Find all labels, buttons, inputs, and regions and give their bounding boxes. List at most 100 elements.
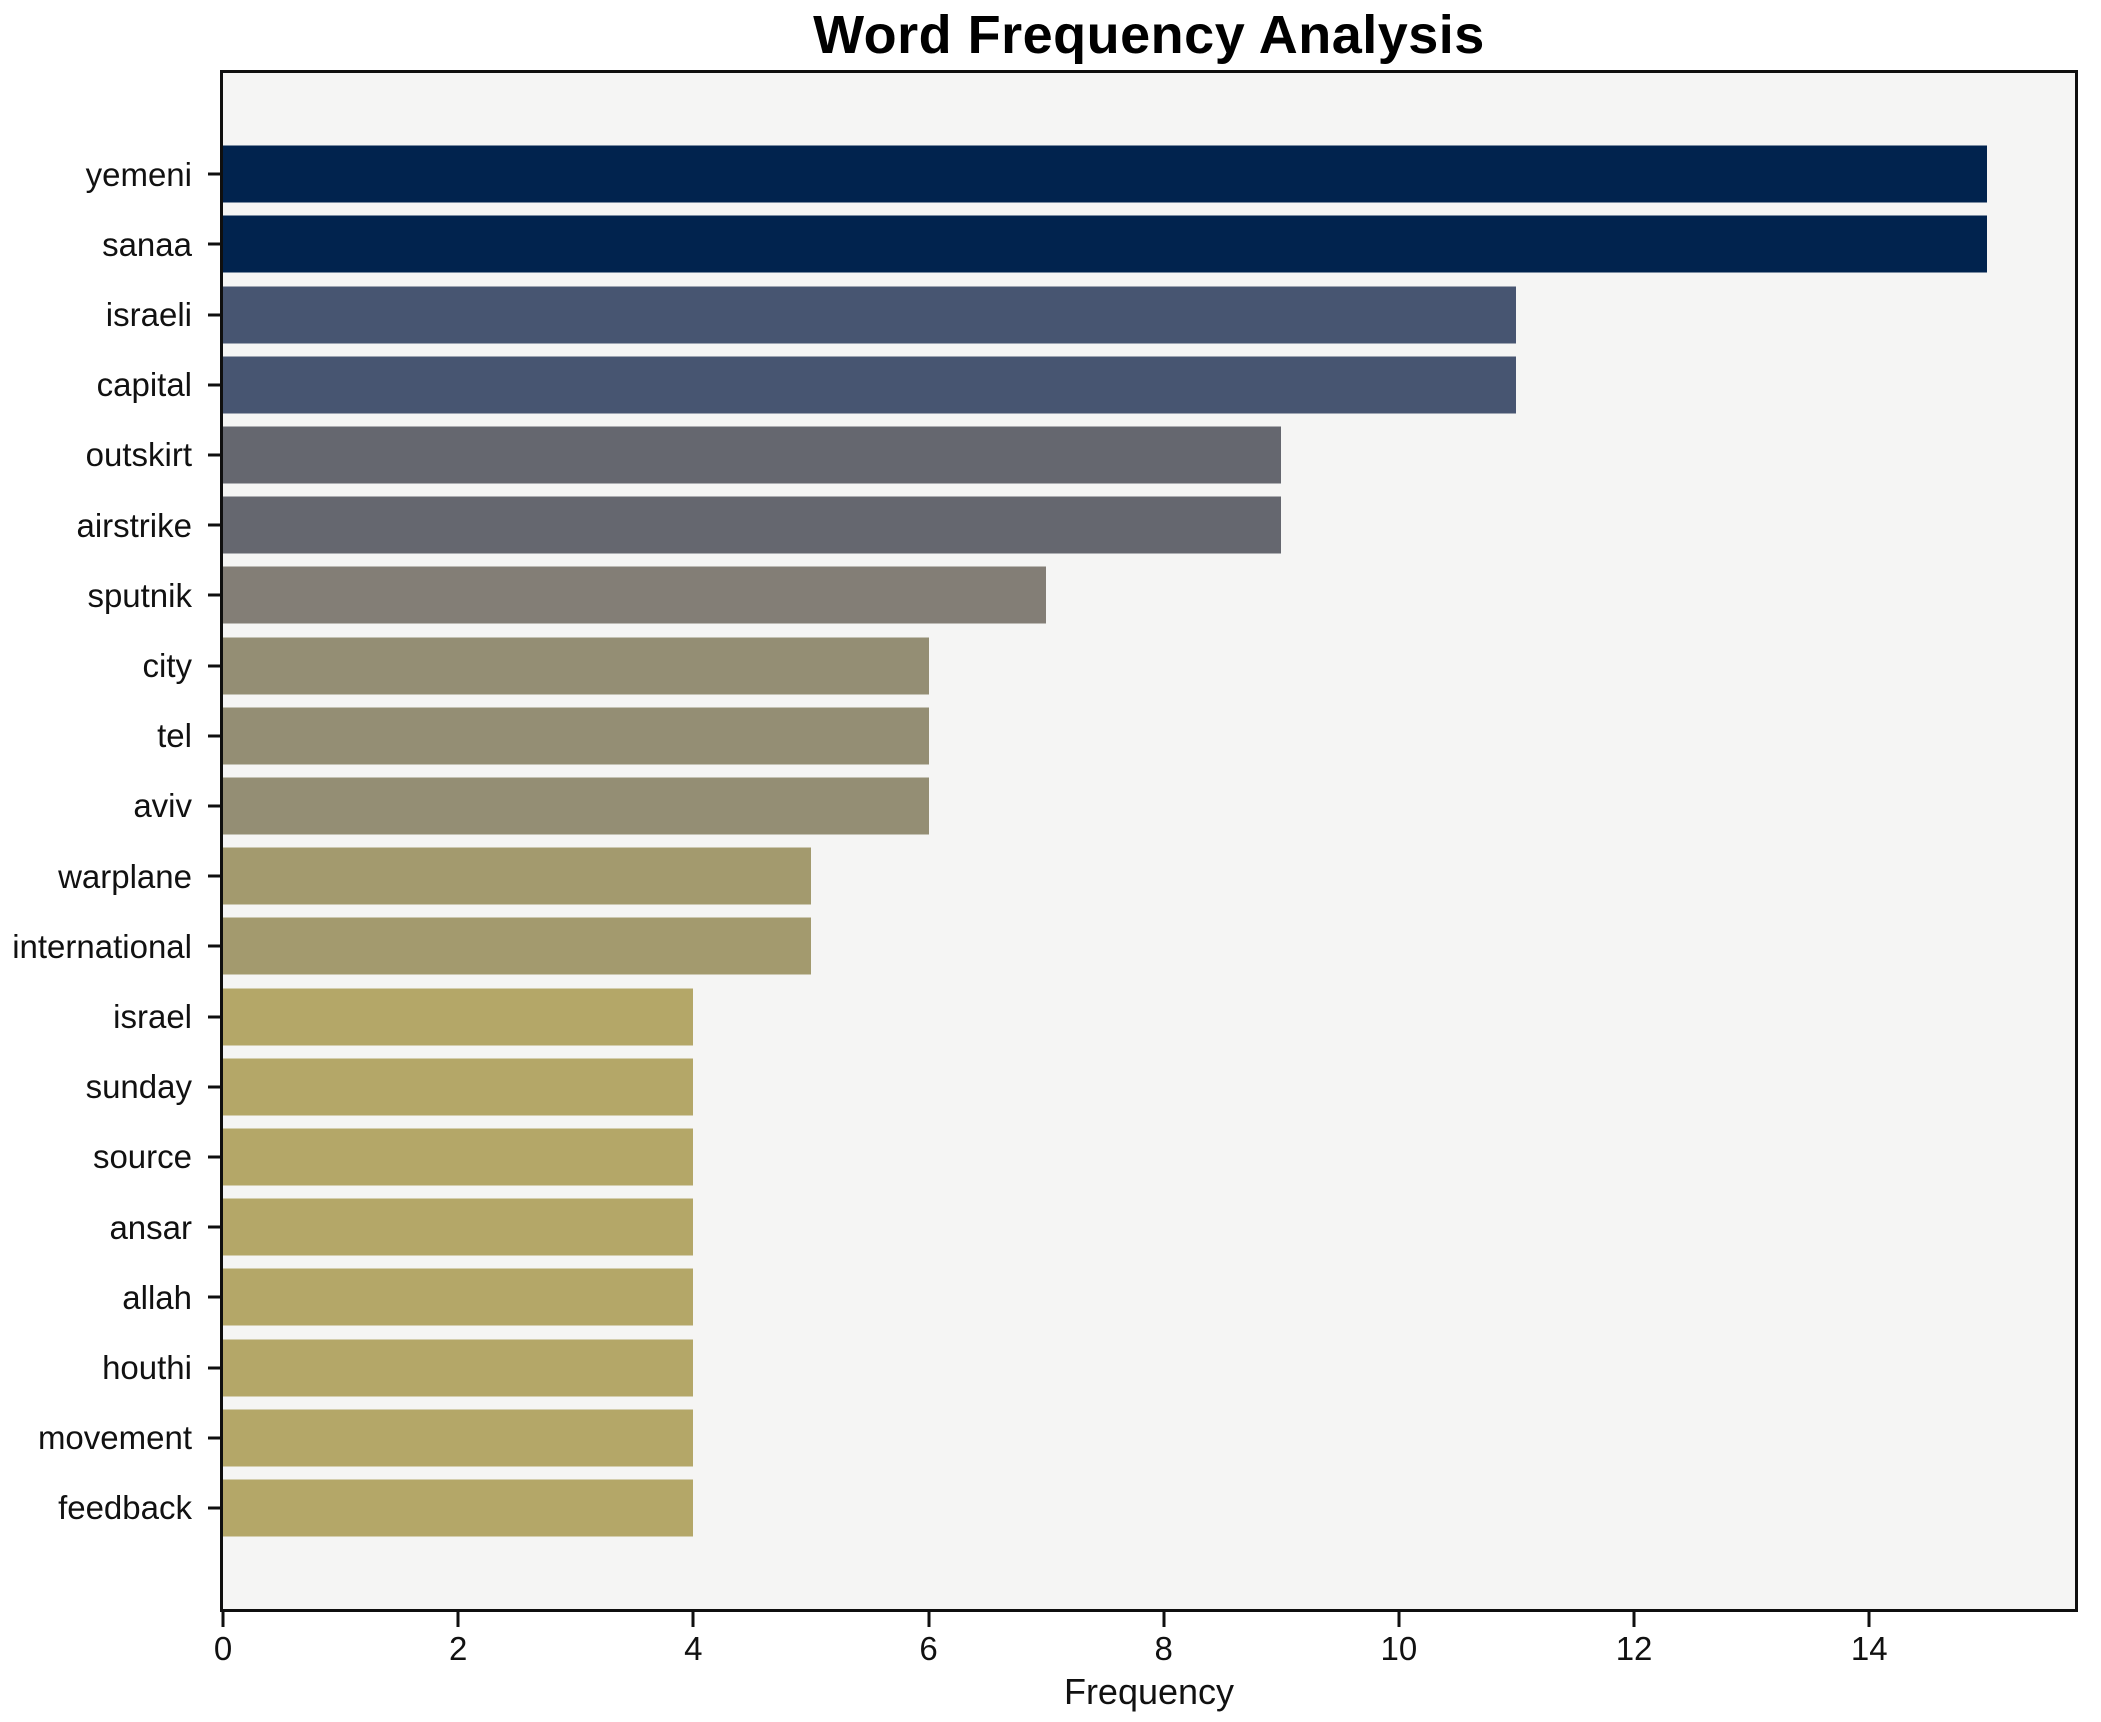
y-axis-tick [208, 664, 221, 668]
frequency-bar [223, 637, 929, 695]
frequency-bar [223, 1339, 694, 1397]
y-row: international [0, 911, 221, 981]
y-axis-tick [208, 1366, 221, 1370]
bar-row [223, 1332, 2075, 1402]
x-axis-tick-label: 4 [684, 1630, 703, 1667]
x-axis-tick-label: 14 [1850, 1630, 1888, 1667]
bars-container [223, 73, 2075, 1609]
frequency-bar [223, 1198, 694, 1256]
y-axis-tick [208, 1085, 221, 1089]
bar-row [223, 771, 2075, 841]
y-axis-tick [208, 1506, 221, 1510]
bar-row [223, 1262, 2075, 1332]
y-axis-tick [208, 172, 221, 176]
y-axis-tick [208, 313, 221, 316]
y-row: yemeni [0, 139, 221, 209]
y-axis-label: allah [122, 1278, 192, 1316]
y-axis-tick [208, 593, 221, 597]
y-axis-label: yemeni [85, 155, 192, 193]
y-axis-label: houthi [102, 1349, 192, 1387]
x-axis-tick [691, 1612, 695, 1627]
bar-row [223, 279, 2075, 349]
bar-row [223, 560, 2075, 630]
bar-row [223, 701, 2075, 771]
bar-row [223, 841, 2075, 911]
y-row: airstrike [0, 490, 221, 560]
y-axis-tick [208, 242, 221, 246]
y-axis-tick [208, 734, 221, 738]
chart-title: Word Frequency Analysis [813, 5, 1485, 65]
frequency-bar [223, 777, 929, 835]
y-axis-tick [208, 383, 221, 387]
frequency-bar [223, 707, 929, 765]
y-axis-tick [208, 1015, 221, 1019]
y-axis-label: israeli [105, 296, 192, 333]
y-axis-tick [208, 1225, 221, 1229]
y-axis-tick [208, 523, 221, 527]
y-axis-label: aviv [133, 787, 192, 825]
y-axis-tick [208, 1155, 221, 1159]
y-row: israel [0, 981, 221, 1051]
y-axis-label: sunday [85, 1068, 192, 1106]
frequency-bar [223, 847, 811, 905]
frequency-bar [223, 1128, 694, 1186]
frequency-bar [223, 356, 1517, 414]
frequency-bar [223, 1479, 694, 1537]
bar-row [223, 911, 2075, 981]
bar-row [223, 1052, 2075, 1122]
y-axis-label: source [92, 1138, 192, 1176]
y-axis-tick [208, 1295, 221, 1299]
y-row: warplane [0, 841, 221, 911]
y-row: sanaa [0, 209, 221, 279]
x-axis-tick [1162, 1612, 1166, 1627]
y-row: movement [0, 1403, 221, 1473]
y-axis-label: international [12, 927, 192, 965]
x-axis-label: Frequency [1063, 1671, 1235, 1712]
y-row: source [0, 1122, 221, 1192]
bar-row [223, 350, 2075, 420]
frequency-bar [223, 1268, 694, 1326]
x-axis-tick [927, 1612, 931, 1627]
bar-row [223, 209, 2075, 279]
x-axis-tick [1397, 1612, 1401, 1627]
y-axis-label: sputnik [87, 576, 192, 614]
x-axis-tick-label: 12 [1615, 1630, 1653, 1667]
y-row: sputnik [0, 560, 221, 630]
x-axis: 0 2 4 6 8 10 12 14 [214, 1612, 2075, 1687]
x-axis-tick [456, 1612, 460, 1627]
y-axis-labels: yemeni sanaa israeli capital outskirt airstri… [0, 139, 221, 1543]
frequency-bar [223, 1409, 694, 1467]
y-row: aviv [0, 771, 221, 841]
y-row: allah [0, 1262, 221, 1332]
y-axis-label: warplane [58, 857, 192, 895]
y-row: outskirt [0, 420, 221, 490]
bar-row [223, 139, 2075, 209]
y-axis-label: outskirt [85, 436, 192, 474]
bar-row [223, 490, 2075, 560]
y-row: ansar [0, 1192, 221, 1262]
y-axis-tick [208, 453, 221, 457]
x-axis-tick-label: 8 [1154, 1630, 1173, 1667]
y-row: houthi [0, 1332, 221, 1402]
frequency-bar [223, 988, 694, 1046]
y-row: feedback [0, 1473, 221, 1543]
frequency-bar [223, 917, 811, 975]
y-axis-label: movement [37, 1419, 192, 1457]
bar-row [223, 1122, 2075, 1192]
plot-area [220, 70, 2078, 1612]
frequency-bar [223, 1058, 694, 1116]
x-axis-tick [221, 1612, 225, 1627]
y-axis-label: city [142, 647, 193, 685]
x-axis-tick-label: 10 [1380, 1630, 1418, 1667]
bar-row [223, 981, 2075, 1051]
y-axis-label: ansar [109, 1208, 192, 1246]
y-axis-label: feedback [58, 1489, 192, 1527]
x-axis-tick-label: 6 [919, 1630, 938, 1667]
y-axis-label: capital [96, 366, 192, 404]
x-axis-tick [1867, 1612, 1871, 1627]
y-axis-tick [208, 1436, 221, 1440]
y-row: tel [0, 701, 221, 771]
y-row: israeli [0, 279, 221, 349]
y-axis-tick [208, 874, 221, 878]
